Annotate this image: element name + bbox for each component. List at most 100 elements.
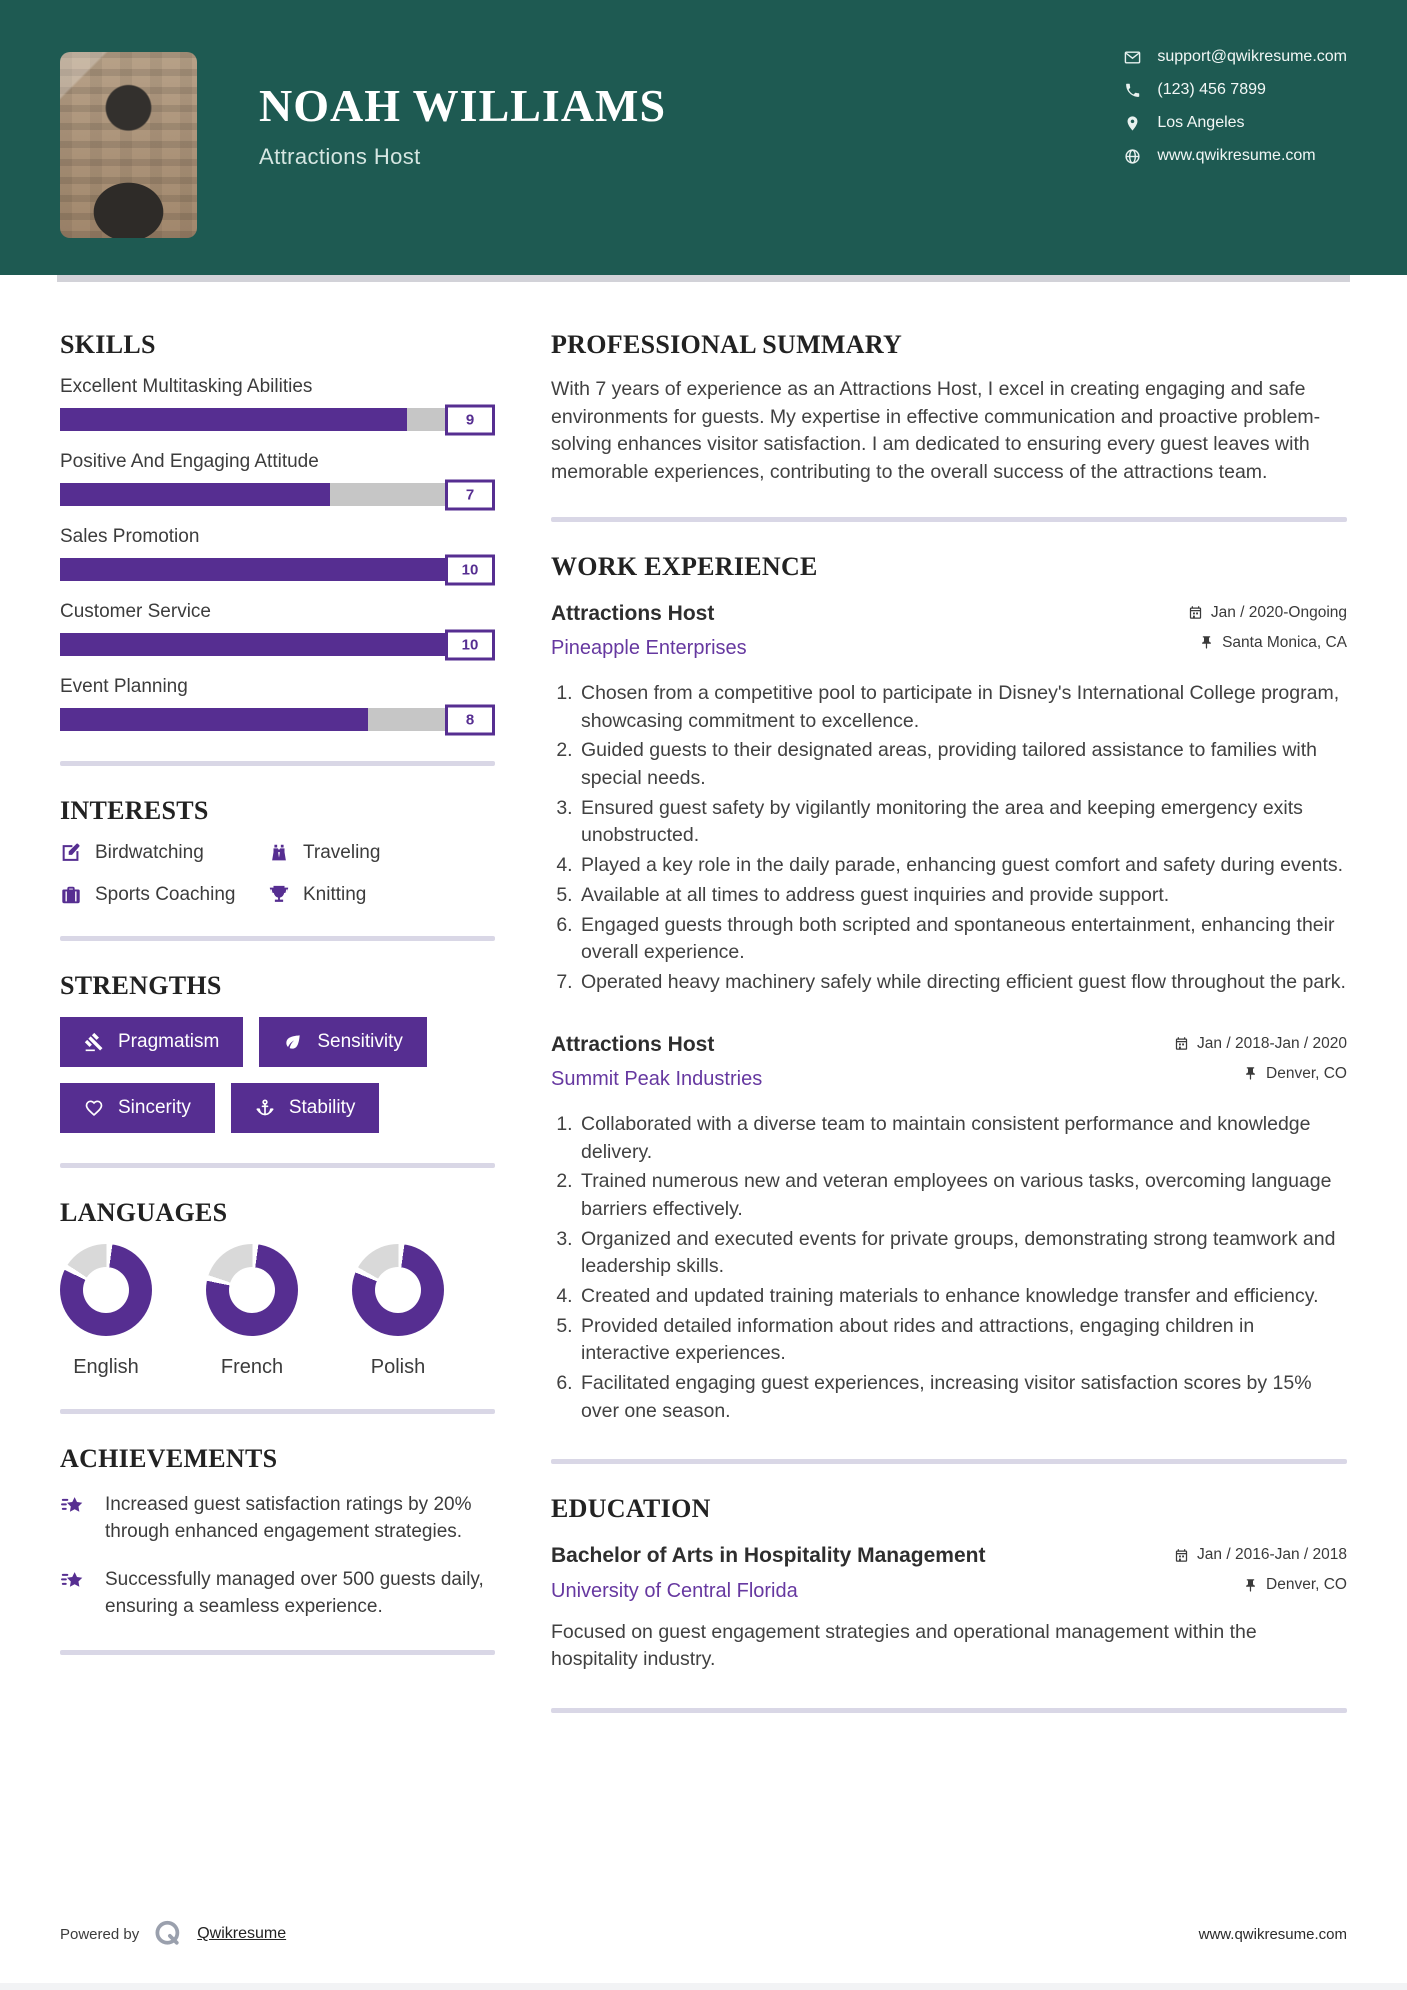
education-description: Focused on guest engagement strategies a… [551,1620,1257,1671]
section-divider [551,516,1347,522]
interest-item: Knitting [268,884,495,906]
job-bullet: Collaborated with a diverse team to main… [578,1111,1347,1166]
language-donut-chart [60,1244,152,1336]
interest-item: Traveling [268,842,495,864]
strength-pill: Sensitivity [259,1017,427,1067]
donut-hole [375,1267,421,1313]
shooting-star-icon [60,1569,87,1596]
contact-block: support@qwikresume.com (123) 456 7899 Lo… [1124,48,1347,165]
skill-bar-fill [60,483,330,506]
contact-website[interactable]: www.qwikresume.com [1124,147,1347,165]
skill-label: Excellent Multitasking Abilities [60,376,313,397]
job-date-text: Jan / 2018-Jan / 2020 [1197,1034,1347,1052]
job-bullet: Guided guests to their designated areas,… [578,737,1347,792]
job-company-link[interactable]: Pineapple Enterprises [551,637,747,660]
calendar-icon [1188,605,1203,620]
summary-heading: PROFESSIONAL SUMMARY [551,330,903,359]
skill-item: Sales Promotion 10 [60,526,495,585]
strength-pill: Pragmatism [60,1017,244,1067]
job-entry: Attractions Host Summit Peak Industries … [551,1031,1347,1426]
anchor-icon [255,1098,275,1118]
achievements-list: Increased guest satisfaction ratings by … [60,1492,495,1620]
skill-bar: 8 [60,704,495,735]
language-item: English [60,1244,152,1379]
job-bullet: Facilitated engaging guest experiences, … [578,1370,1347,1425]
education-school-link[interactable]: University of Central Florida [551,1579,798,1602]
job-location: Santa Monica, CA [1199,634,1347,652]
education-entry: Bachelor of Arts in Hospitality Manageme… [551,1542,1347,1674]
strengths-list: Pragmatism Sensitivity Sincerity Stabili… [60,1017,495,1133]
donut-hole [229,1267,275,1313]
briefcase-icon [60,884,82,906]
skill-bar: 7 [60,479,495,510]
education-degree: Bachelor of Arts in Hospitality Manageme… [551,1544,986,1568]
page-bottom-strip [0,1983,1407,1990]
job-bullet: Available at all times to address guest … [578,882,1347,910]
leaf-icon [283,1032,303,1052]
languages-list: English French Polish [60,1244,495,1379]
header: NOAH WILLIAMS Attractions Host support@q… [0,0,1407,275]
job-meta: Jan / 2018-Jan / 2020 Denver, CO [1174,1035,1347,1083]
job-bullet-list: Chosen from a competitive pool to partic… [554,680,1347,997]
interest-item: Birdwatching [60,842,260,864]
achievement-item: Increased guest satisfaction ratings by … [60,1492,495,1545]
language-label: French [220,1356,284,1378]
skill-score-badge: 8 [445,704,495,735]
skill-bar: 10 [60,629,495,660]
section-divider [60,1409,495,1414]
skills-list: Excellent Multitasking Abilities 9 Posit… [60,376,495,735]
person-job-title: Attractions Host [259,144,421,170]
languages-heading: LANGUAGES [60,1198,228,1227]
strength-pill: Sincerity [60,1083,215,1133]
language-donut-chart [206,1244,298,1336]
education-meta: Jan / 2016-Jan / 2018 Denver, CO [1174,1546,1347,1594]
powered-by-label: Powered by [60,1925,140,1943]
job-bullet: Played a key role in the daily parade, e… [578,852,1347,880]
skill-item: Event Planning 8 [60,676,495,735]
job-location-text: Santa Monica, CA [1222,633,1347,651]
skill-bar: 9 [60,404,495,435]
qwikresume-link[interactable]: Qwikresume [197,1925,287,1942]
footer: Powered by Qwikresume www.qwikresume.com [0,1919,1407,1949]
calendar-icon [1174,1036,1189,1051]
trophy-icon [268,884,290,906]
job-company-link[interactable]: Summit Peak Industries [551,1067,763,1090]
job-bullet: Ensured guest safety by vigilantly monit… [578,795,1347,850]
job-dates: Jan / 2020-Ongoing [1188,604,1347,622]
achievement-text: Successfully managed over 500 guests dai… [105,1569,484,1617]
skills-heading: SKILLS [60,330,156,359]
contact-website-text: www.qwikresume.com [1157,147,1316,164]
gavel-icon [84,1032,104,1052]
person-name: NOAH WILLIAMS [259,80,667,131]
education-location: Denver, CO [1243,1576,1347,1594]
strength-label: Pragmatism [118,1031,220,1052]
donut-hole [83,1267,129,1313]
language-donut-chart [352,1244,444,1336]
skill-score-badge: 10 [445,629,495,660]
pencil-edit-icon [60,842,82,864]
job-date-text: Jan / 2020-Ongoing [1210,603,1347,621]
job-bullet: Operated heavy machinery safely while di… [578,969,1347,997]
job-bullet-list: Collaborated with a diverse team to main… [554,1111,1347,1426]
footer-site-link[interactable]: www.qwikresume.com [1198,1925,1347,1943]
content: SKILLS Excellent Multitasking Abilities … [0,282,1407,1879]
contact-email[interactable]: support@qwikresume.com [1124,48,1347,66]
skill-score-badge: 9 [445,404,495,435]
interests-heading: INTERESTS [60,796,209,825]
job-location-text: Denver, CO [1266,1064,1347,1082]
skill-item: Positive And Engaging Attitude 7 [60,451,495,510]
job-location: Denver, CO [1243,1065,1347,1083]
job-title: Attractions Host [551,601,715,625]
skill-bar: 10 [60,554,495,585]
right-column: PROFESSIONAL SUMMARY With 7 years of exp… [551,330,1347,1743]
job-title-block: Attractions Host Summit Peak Industries [551,1031,762,1091]
skill-label: Positive And Engaging Attitude [60,451,319,472]
interest-item: Sports Coaching [60,884,260,906]
education-date-text: Jan / 2016-Jan / 2018 [1197,1546,1347,1564]
contact-phone[interactable]: (123) 456 7899 [1124,81,1347,99]
language-item: French [206,1244,298,1379]
job-bullet: Engaged guests through both scripted and… [578,912,1347,967]
education-heading: EDUCATION [551,1494,711,1524]
language-item: Polish [352,1244,444,1379]
interest-label: Sports Coaching [95,884,236,905]
